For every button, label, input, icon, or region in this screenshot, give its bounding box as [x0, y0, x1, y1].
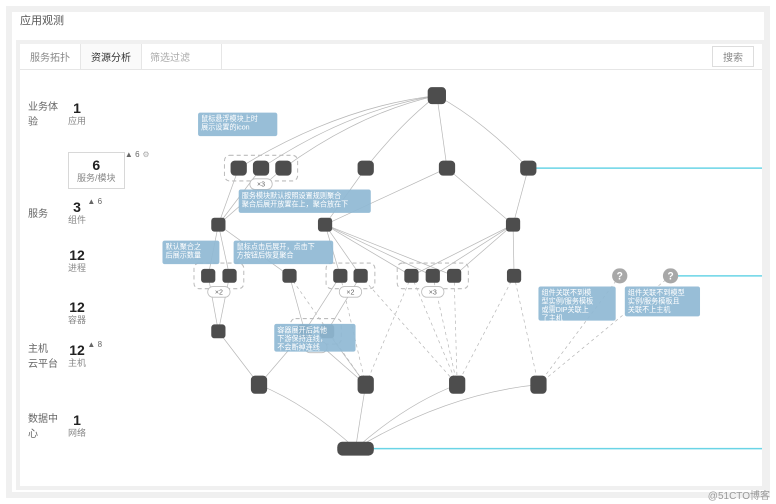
cluster-badge: ×3: [429, 287, 437, 296]
main-panel: 服务拓扑 资源分析 筛选过滤 搜索 业务体验 1应用 6服务/模块▲ 6⚙ 服务 3组件…: [16, 40, 766, 490]
node[interactable]: [358, 376, 374, 394]
tabbar: 服务拓扑 资源分析 筛选过滤 搜索: [20, 44, 762, 70]
page-title: 应用观测: [20, 12, 64, 28]
row-group-label: 数据中心: [28, 410, 62, 440]
row-label: 12容器: [28, 300, 128, 325]
node[interactable]: [211, 218, 225, 232]
edge: [366, 276, 412, 385]
edge: [218, 276, 229, 331]
node[interactable]: [426, 269, 440, 283]
row-metric: 12主机▲ 8: [68, 343, 86, 368]
row-metric: 3组件▲ 6: [68, 200, 86, 225]
edge: [356, 385, 458, 449]
node[interactable]: [447, 269, 461, 283]
edge: [208, 276, 218, 331]
tab-topology[interactable]: 服务拓扑: [20, 44, 81, 69]
edge: [437, 96, 528, 169]
node[interactable]: [354, 269, 368, 283]
edge: [327, 276, 361, 331]
cluster-badge: ×2: [215, 287, 223, 296]
node[interactable]: [251, 376, 267, 394]
topology-svg: ×3×2×2×3×2??鼠标悬浮模块上时展示设置的icon服务模块默认按照设置规…: [132, 70, 762, 486]
question-icon: ?: [667, 272, 673, 283]
edge: [433, 225, 513, 276]
node[interactable]: [282, 269, 296, 283]
edge: [437, 96, 447, 169]
edge: [325, 225, 454, 276]
edge: [366, 96, 437, 169]
row-metric: 1应用: [68, 101, 86, 126]
row-group-label: 主机 云平台: [28, 340, 62, 370]
node[interactable]: [358, 161, 374, 176]
cluster-badge: ×2: [346, 287, 354, 296]
edge: [513, 168, 528, 225]
node[interactable]: [439, 161, 455, 176]
node[interactable]: [520, 161, 536, 176]
question-icon: ?: [617, 272, 623, 283]
node[interactable]: [506, 218, 520, 232]
node[interactable]: [404, 269, 418, 283]
node[interactable]: [231, 161, 247, 176]
row-metric[interactable]: 6服务/模块▲ 6⚙: [68, 152, 125, 189]
row-label: 服务 3组件▲ 6: [28, 200, 128, 225]
cluster-badge: ×3: [257, 179, 265, 188]
annotation-text: 后展示数量: [166, 251, 202, 260]
edge: [514, 276, 538, 385]
row-group-label: 服务: [28, 205, 62, 220]
search-button[interactable]: 搜索: [712, 46, 754, 67]
watermark: @51CTO博客: [708, 487, 770, 502]
node[interactable]: [318, 218, 332, 232]
row-group-label: 业务体验: [28, 98, 62, 128]
node[interactable]: [222, 269, 236, 283]
edge: [447, 168, 513, 225]
row-label: 12进程: [28, 248, 128, 273]
node[interactable]: [428, 87, 446, 104]
annotation-text: 聚合后展开放置在上，聚合放在下: [242, 199, 349, 208]
edge: [261, 96, 437, 169]
row-label: 业务体验 1应用: [28, 98, 128, 128]
node[interactable]: [530, 376, 546, 394]
node[interactable]: [507, 269, 521, 283]
row-metrics-sidebar: 业务体验1应用6服务/模块▲ 6⚙服务3组件▲ 612进程12容器主机 云平台1…: [20, 74, 132, 482]
annotation-text: 关联不上主机: [628, 305, 671, 314]
row-label: 6服务/模块▲ 6⚙: [28, 152, 128, 189]
annotation-text: 方按钮后恢复聚合: [237, 251, 295, 260]
node[interactable]: [337, 442, 374, 456]
edge: [356, 385, 366, 449]
edge: [411, 225, 513, 276]
search-area: 搜索: [222, 44, 762, 69]
row-metric: 1网络: [68, 413, 86, 438]
node[interactable]: [333, 269, 347, 283]
edge: [454, 276, 457, 385]
edge: [259, 385, 356, 449]
node[interactable]: [275, 161, 291, 176]
edge: [290, 276, 305, 331]
row-label: 主机 云平台 12主机▲ 8: [28, 340, 128, 370]
edge: [325, 225, 433, 276]
node[interactable]: [201, 269, 215, 283]
edge: [457, 276, 514, 385]
edge: [356, 385, 539, 449]
tab-resource-analysis[interactable]: 资源分析: [81, 44, 142, 69]
node[interactable]: [253, 161, 269, 176]
edge: [513, 225, 514, 276]
row-label: 数据中心 1网络: [28, 410, 128, 440]
filter-label[interactable]: 筛选过滤: [142, 44, 222, 69]
diagram-stage: 业务体验1应用6服务/模块▲ 6⚙服务3组件▲ 612进程12容器主机 云平台1…: [20, 70, 762, 486]
node[interactable]: [449, 376, 465, 394]
annotation-text: 展示设置的icon: [201, 123, 250, 132]
row-metric: 12容器: [68, 300, 86, 325]
edge: [218, 225, 229, 276]
annotation-text: 了主机: [542, 313, 564, 322]
row-metric: 12进程: [68, 248, 86, 273]
annotation-text: 不会断掉连线: [277, 342, 320, 351]
node[interactable]: [211, 324, 225, 338]
